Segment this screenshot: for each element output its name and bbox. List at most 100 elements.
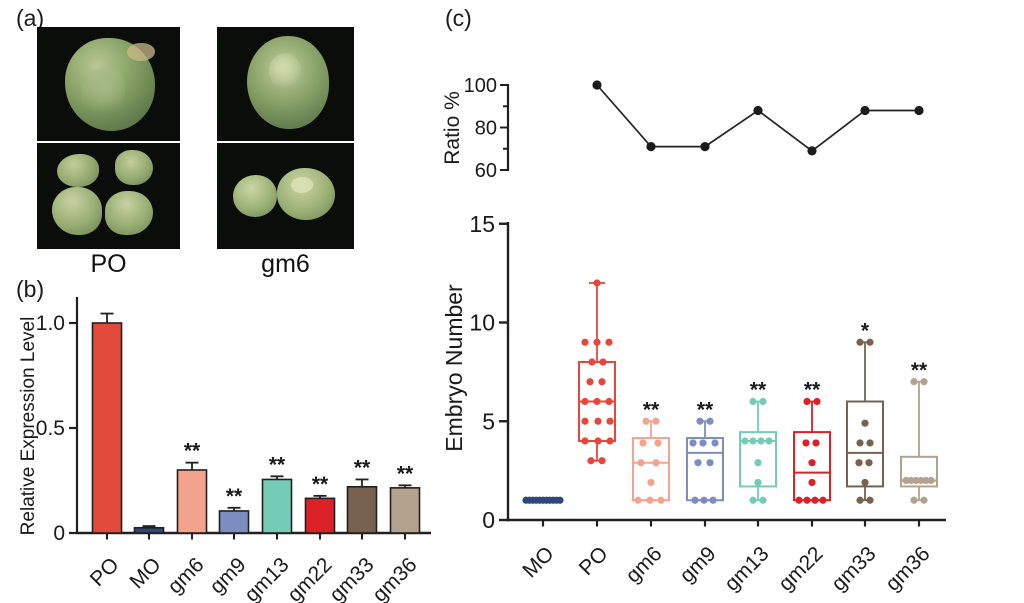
box-point-gm22 <box>802 439 810 447</box>
box-point-PO <box>581 417 589 425</box>
box-point-PO <box>598 378 606 386</box>
box-x-tick-label: gm22 <box>774 542 827 595</box>
embryo-lobe <box>233 175 277 217</box>
box-point-gm33 <box>856 496 864 504</box>
box-point-gm13 <box>741 437 749 445</box>
ratio-line-series <box>596 84 919 152</box>
box-sig-label: ** <box>911 359 928 382</box>
bar-x-tick-label: gm6 <box>163 553 208 598</box>
box-point-PO <box>581 397 589 406</box>
photo-po-intact-embryo <box>37 27 180 141</box>
box-point-gm36 <box>907 476 915 485</box>
box-y-tick-label: 10 <box>469 310 495 336</box>
box-point-gm33 <box>856 439 864 447</box>
box-sig-label: ** <box>750 379 767 402</box>
box-point-gm36 <box>912 476 920 485</box>
bar-x-tick-label: gm22 <box>283 553 336 603</box>
box-point-gm22 <box>803 397 811 406</box>
box-point-PO <box>606 417 614 425</box>
box-point-gm13 <box>749 437 757 445</box>
box-point-gm33 <box>856 338 864 346</box>
box-sig-label: ** <box>643 398 660 421</box>
box-rect-gm9 <box>686 437 724 502</box>
ratio-y-tick-label: 60 <box>475 160 497 182</box>
box-point-MO <box>556 496 564 504</box>
ratio-y-axis-title: Ratio % <box>441 91 464 165</box>
bar-x-tick-label: gm13 <box>240 553 293 603</box>
box-point-gm36 <box>917 476 925 485</box>
photo-gm6-split-embryos <box>217 143 354 249</box>
box-point-PO <box>586 378 594 386</box>
box-point-gm13 <box>759 496 767 504</box>
box-x-tick-label: gm33 <box>827 542 880 595</box>
box-point-gm9 <box>699 439 707 447</box>
bar-sig-label: ** <box>226 485 243 508</box>
ratio-y-tick-label: 100 <box>464 75 497 97</box>
box-point-gm9 <box>711 439 719 447</box>
box-point-gm6 <box>652 459 660 467</box>
box-point-gm13 <box>754 478 762 487</box>
box-point-gm22 <box>795 496 803 504</box>
bar-y-axis-title: Relative Expression Level <box>18 317 39 536</box>
box-point-PO <box>605 397 613 406</box>
panel-b-label: (b) <box>16 276 45 302</box>
box-point-PO <box>588 358 596 366</box>
box-point-gm33 <box>866 338 874 346</box>
ratio-point-gm33 <box>860 105 870 116</box>
embryo-sheen <box>81 67 125 119</box>
box-point-gm13 <box>749 397 757 406</box>
box-point-PO <box>594 437 602 445</box>
box-point-PO <box>581 338 589 346</box>
embryo-lobe <box>105 191 153 235</box>
box-point-gm33 <box>861 478 869 487</box>
box-sig-label: ** <box>804 379 821 402</box>
box-point-gm9 <box>700 496 708 504</box>
box-point-gm22 <box>812 439 820 447</box>
box-point-gm6 <box>652 417 660 425</box>
box-point-gm6 <box>634 496 642 504</box>
box-x-tick-label: PO <box>575 542 613 580</box>
bar-x-tick-label: PO <box>86 553 124 591</box>
box-y-tick-label: 0 <box>482 507 495 533</box>
box-rect-gm13 <box>739 431 777 488</box>
box-point-gm6 <box>647 478 655 487</box>
photo-gm6-intact-embryo <box>217 27 354 141</box>
box-point-gm6 <box>639 439 647 447</box>
box-point-gm13 <box>765 437 773 445</box>
ratio-point-gm22 <box>807 146 817 156</box>
bar-PO <box>91 322 123 534</box>
box-x-tick-label: gm36 <box>881 542 934 595</box>
bar-gm22 <box>304 497 336 534</box>
box-point-PO <box>599 358 607 366</box>
box-point-gm6 <box>646 496 654 504</box>
box-point-gm22 <box>808 459 816 467</box>
embryo-highlight <box>127 43 155 61</box>
box-y-tick-label: 15 <box>469 211 495 237</box>
bar-y-tick-label: 1.0 <box>36 312 65 335</box>
box-point-gm36 <box>920 496 928 504</box>
embryo-lobe <box>52 187 102 235</box>
box-point-gm6 <box>642 417 650 425</box>
box-point-gm33 <box>855 459 863 467</box>
embryo-highlight <box>291 177 313 193</box>
box-sig-label: ** <box>697 398 714 421</box>
box-point-gm36 <box>927 476 935 485</box>
panel-a-label: (a) <box>16 5 45 31</box>
embryo-lobe <box>277 168 335 220</box>
box-y-tick-label: 5 <box>482 408 495 434</box>
bar-sig-label: ** <box>397 462 414 485</box>
bar-gm36 <box>389 487 421 534</box>
box-point-gm36 <box>910 496 918 504</box>
ratio-point-gm6 <box>646 142 656 152</box>
box-point-PO <box>581 437 589 445</box>
box-point-gm22 <box>819 496 827 504</box>
bar-gm33 <box>346 485 378 534</box>
embryo-sheen <box>269 53 301 89</box>
box-rect-gm33 <box>846 400 884 488</box>
box-point-gm13 <box>749 496 757 504</box>
box-point-gm9 <box>706 417 714 425</box>
bar-sig-label: ** <box>184 440 201 463</box>
bar-x-tick-label: MO <box>125 553 165 593</box>
box-point-gm9 <box>691 496 699 504</box>
